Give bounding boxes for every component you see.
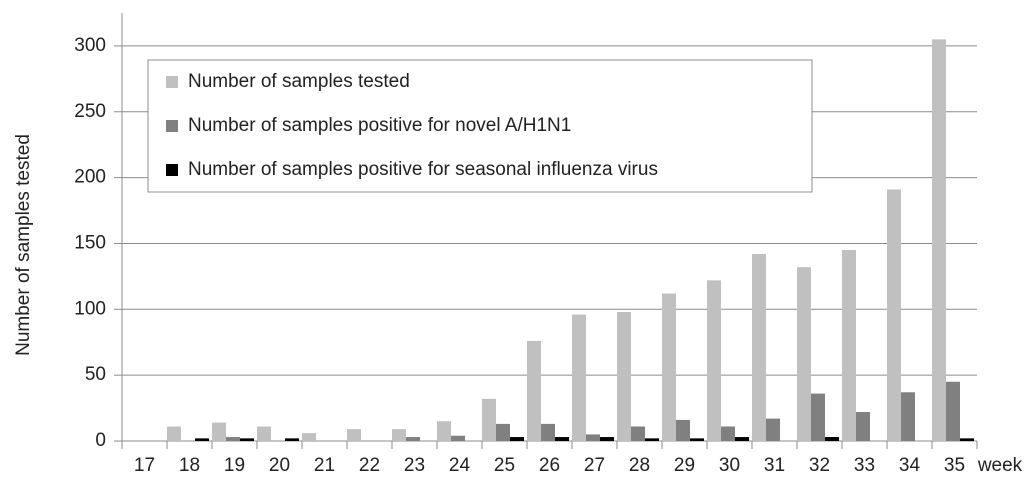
x-tick-label: 21 — [314, 455, 335, 476]
bar — [631, 426, 645, 441]
bar — [347, 429, 361, 441]
y-tick-label: 0 — [95, 430, 106, 451]
bar — [541, 423, 555, 441]
bar — [195, 438, 209, 441]
y-tick-label: 50 — [85, 364, 106, 385]
x-tick-label: 24 — [449, 455, 471, 476]
bar — [645, 438, 659, 441]
x-tick-label: 17 — [134, 455, 155, 476]
y-axis-label: Number of samples tested — [13, 134, 34, 356]
bar — [901, 392, 915, 441]
bar — [257, 426, 271, 441]
x-tick-label: 20 — [269, 455, 290, 476]
x-tick-label: 30 — [719, 455, 740, 476]
y-tick-label: 250 — [74, 101, 106, 122]
bar — [676, 419, 690, 441]
x-tick-label: 22 — [359, 455, 380, 476]
bar — [600, 437, 614, 441]
x-tick-label: 25 — [494, 455, 515, 476]
legend-label: Number of samples positive for seasonal … — [188, 159, 658, 180]
bar — [437, 421, 451, 441]
y-tick-label: 100 — [74, 298, 106, 319]
bar — [406, 437, 420, 441]
bar — [707, 280, 721, 441]
bar — [617, 311, 631, 441]
bar — [960, 438, 974, 441]
bar — [932, 39, 946, 441]
legend-swatch — [166, 120, 178, 132]
bar — [212, 422, 226, 441]
bar — [690, 438, 704, 441]
bar — [285, 438, 299, 441]
legend-swatch — [166, 76, 178, 88]
bar — [752, 253, 766, 441]
bar — [555, 437, 569, 441]
bar — [735, 437, 749, 441]
bar — [527, 340, 541, 441]
bar — [451, 435, 465, 441]
bar — [887, 189, 901, 441]
x-tick-label: 35 — [944, 455, 965, 476]
bar — [572, 314, 586, 441]
legend-label: Number of samples positive for novel A/H… — [188, 115, 571, 136]
x-axis-label: week — [977, 455, 1023, 476]
x-tick-label: 19 — [224, 455, 245, 476]
bar — [240, 438, 254, 441]
legend-box — [147, 59, 813, 193]
bar — [167, 426, 181, 441]
x-tick-label: 29 — [674, 455, 695, 476]
y-tick-label: 150 — [74, 232, 106, 253]
bar — [662, 293, 676, 441]
bar — [226, 437, 240, 441]
x-tick-label: 26 — [539, 455, 560, 476]
x-tick-label: 31 — [764, 455, 785, 476]
x-tick-label: 27 — [584, 455, 605, 476]
x-tick-label: 23 — [404, 455, 425, 476]
bar — [842, 250, 856, 441]
bar — [302, 433, 316, 441]
bar — [856, 412, 870, 441]
bar — [946, 381, 960, 441]
legend-swatch — [166, 164, 178, 176]
bar — [586, 434, 600, 441]
y-tick-label: 300 — [74, 35, 106, 56]
y-tick-label: 200 — [74, 167, 106, 188]
x-tick-label: 33 — [854, 455, 875, 476]
bar — [510, 437, 524, 441]
x-tick-label: 32 — [809, 455, 830, 476]
bar — [811, 393, 825, 441]
bar — [721, 426, 735, 441]
bar — [797, 267, 811, 441]
bar — [766, 418, 780, 441]
bar — [496, 423, 510, 441]
x-tick-label: 34 — [899, 455, 921, 476]
bar — [825, 437, 839, 441]
bar — [482, 398, 496, 441]
legend-label: Number of samples tested — [188, 71, 410, 92]
x-tick-label: 18 — [179, 455, 200, 476]
bar — [392, 429, 406, 441]
x-tick-label: 28 — [629, 455, 650, 476]
